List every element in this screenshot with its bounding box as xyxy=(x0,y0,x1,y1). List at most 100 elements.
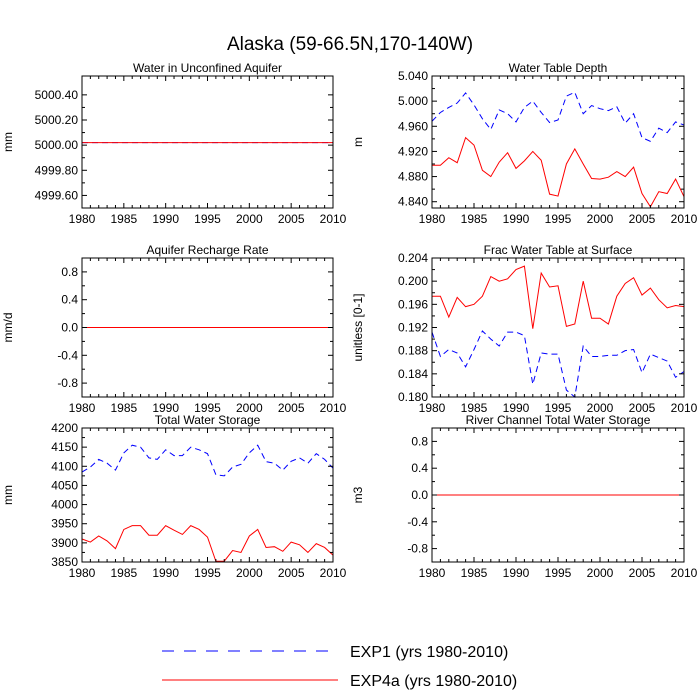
x-tick-label: 1985 xyxy=(110,566,137,580)
x-tick-label: 1980 xyxy=(419,212,446,226)
x-tick-label: 2000 xyxy=(587,401,614,415)
x-tick-label: 1990 xyxy=(152,566,179,580)
x-tick-label: 2005 xyxy=(629,212,656,226)
x-tick-label: 2010 xyxy=(320,212,347,226)
x-tick-label: 1985 xyxy=(461,212,488,226)
x-tick-label: 2010 xyxy=(320,401,347,415)
x-tick-label: 1985 xyxy=(110,212,137,226)
x-tick-label: 2000 xyxy=(236,212,263,226)
y-tick-label: 0.204 xyxy=(398,251,428,265)
series-line-exp1 xyxy=(431,91,685,143)
y-tick-label: 5000.00 xyxy=(35,138,79,152)
y-tick-label: 4.920 xyxy=(398,144,428,158)
panel-3: Aquifer Recharge Rate mm/d 1980 1985 1990 199… xyxy=(1,243,347,415)
x-tick-label: 1995 xyxy=(194,401,221,415)
y-tick-label: 0.196 xyxy=(398,297,428,311)
y-tick-label: 4050 xyxy=(51,478,78,492)
x-tick-label: 2005 xyxy=(278,212,305,226)
x-tick-label: 1980 xyxy=(69,212,96,226)
panel-1: Water in Unconfined Aquifer mm 1980 1985 199… xyxy=(1,61,347,226)
x-tick-label: 2010 xyxy=(320,566,347,580)
y-axis-label: m xyxy=(351,137,365,147)
legend-label-exp4a: EXP4a (yrs 1980-2010) xyxy=(350,673,517,690)
x-tick-label: 1985 xyxy=(461,401,488,415)
y-tick-label: 4100 xyxy=(51,459,78,473)
panel-4: Frac Water Table at Surface unitless [0-1… xyxy=(351,243,698,415)
y-tick-label: 0.184 xyxy=(398,367,428,381)
x-tick-label: 1995 xyxy=(545,401,572,415)
x-tick-label: 2010 xyxy=(671,401,698,415)
legend: EXP1 (yrs 1980-2010) EXP4a (yrs 1980-2010… xyxy=(162,644,517,690)
y-tick-label: 3850 xyxy=(51,555,78,569)
y-axis-label: unitless [0-1] xyxy=(351,293,365,361)
y-tick-label: 4200 xyxy=(51,421,78,435)
y-tick-label: 4999.60 xyxy=(35,188,79,202)
y-tick-label: 4.880 xyxy=(398,170,428,184)
y-axis-label: mm xyxy=(1,485,15,505)
y-tick-label: 0.8 xyxy=(61,265,78,279)
x-tick-label: 2005 xyxy=(629,401,656,415)
x-tick-label: 2010 xyxy=(671,212,698,226)
y-tick-label: 0.4 xyxy=(61,293,78,307)
y-tick-label: -0.8 xyxy=(57,376,78,390)
panel-title: Frac Water Table at Surface xyxy=(484,243,633,257)
x-tick-label: 2010 xyxy=(671,566,698,580)
x-tick-label: 2005 xyxy=(278,566,305,580)
series-line-exp4a xyxy=(81,524,334,562)
y-tick-label: 0.188 xyxy=(398,344,428,358)
y-tick-label: 0.200 xyxy=(398,274,428,288)
x-tick-label: 1990 xyxy=(503,212,530,226)
panel-title: Aquifer Recharge Rate xyxy=(146,243,268,257)
x-tick-label: 2000 xyxy=(587,212,614,226)
series-line-exp4a xyxy=(432,265,685,329)
x-tick-label: 1980 xyxy=(69,401,96,415)
x-tick-label: 1985 xyxy=(110,401,137,415)
x-tick-label: 1985 xyxy=(461,566,488,580)
y-tick-label: 5000.40 xyxy=(35,88,79,102)
x-tick-label: 1995 xyxy=(194,212,221,226)
x-tick-label: 1990 xyxy=(152,212,179,226)
y-tick-label: 4.960 xyxy=(398,119,428,133)
y-tick-label: 0.192 xyxy=(398,321,428,335)
y-tick-label: 0.0 xyxy=(61,321,78,335)
x-tick-label: 1990 xyxy=(503,401,530,415)
panel-2: Water Table Depth m 1980 1985 1990 1995 2000 20… xyxy=(351,61,698,226)
x-tick-label: 1980 xyxy=(419,401,446,415)
x-tick-label: 2000 xyxy=(236,566,263,580)
y-tick-label: 5000.20 xyxy=(35,113,79,127)
legend-label-exp1: EXP1 (yrs 1980-2010) xyxy=(350,644,508,661)
y-tick-label: 0.4 xyxy=(411,461,428,475)
y-tick-label: 0.180 xyxy=(398,390,428,404)
y-tick-label: -0.8 xyxy=(407,542,428,556)
panel-6: River Channel Total Water Storage m3 1980 1… xyxy=(351,413,698,580)
x-tick-label: 2000 xyxy=(236,401,263,415)
panel-5: Total Water Storage mm 1980 1985 1990 1995 200… xyxy=(1,413,347,580)
y-tick-label: 4.840 xyxy=(398,195,428,209)
y-tick-label: 4000 xyxy=(51,498,78,512)
series-line-exp1 xyxy=(81,444,334,477)
x-tick-label: 1980 xyxy=(419,566,446,580)
y-tick-label: 3900 xyxy=(51,536,78,550)
y-tick-label: -0.4 xyxy=(407,515,428,529)
y-axis-label: mm xyxy=(1,132,15,152)
y-axis-label: mm/d xyxy=(1,313,15,343)
x-tick-label: 1980 xyxy=(69,566,96,580)
plot-frame xyxy=(431,257,685,398)
x-tick-label: 2005 xyxy=(278,401,305,415)
x-tick-label: 2005 xyxy=(629,566,656,580)
plot-frame xyxy=(81,427,334,563)
x-tick-label: 1990 xyxy=(152,401,179,415)
y-tick-label: 0.8 xyxy=(411,434,428,448)
y-tick-label: 5.040 xyxy=(398,69,428,83)
y-axis-label: m3 xyxy=(351,486,365,503)
x-tick-label: 1995 xyxy=(194,566,221,580)
panel-title: River Channel Total Water Storage xyxy=(466,413,651,427)
x-tick-label: 1995 xyxy=(545,212,572,226)
panel-title: Water in Unconfined Aquifer xyxy=(133,61,282,75)
series-line-exp1 xyxy=(431,330,685,398)
series-line-exp4a xyxy=(432,136,685,208)
y-tick-label: 5.000 xyxy=(398,94,428,108)
panel-title: Total Water Storage xyxy=(155,413,261,427)
panels: Water in Unconfined Aquifer mm 1980 1985 199… xyxy=(1,61,698,580)
